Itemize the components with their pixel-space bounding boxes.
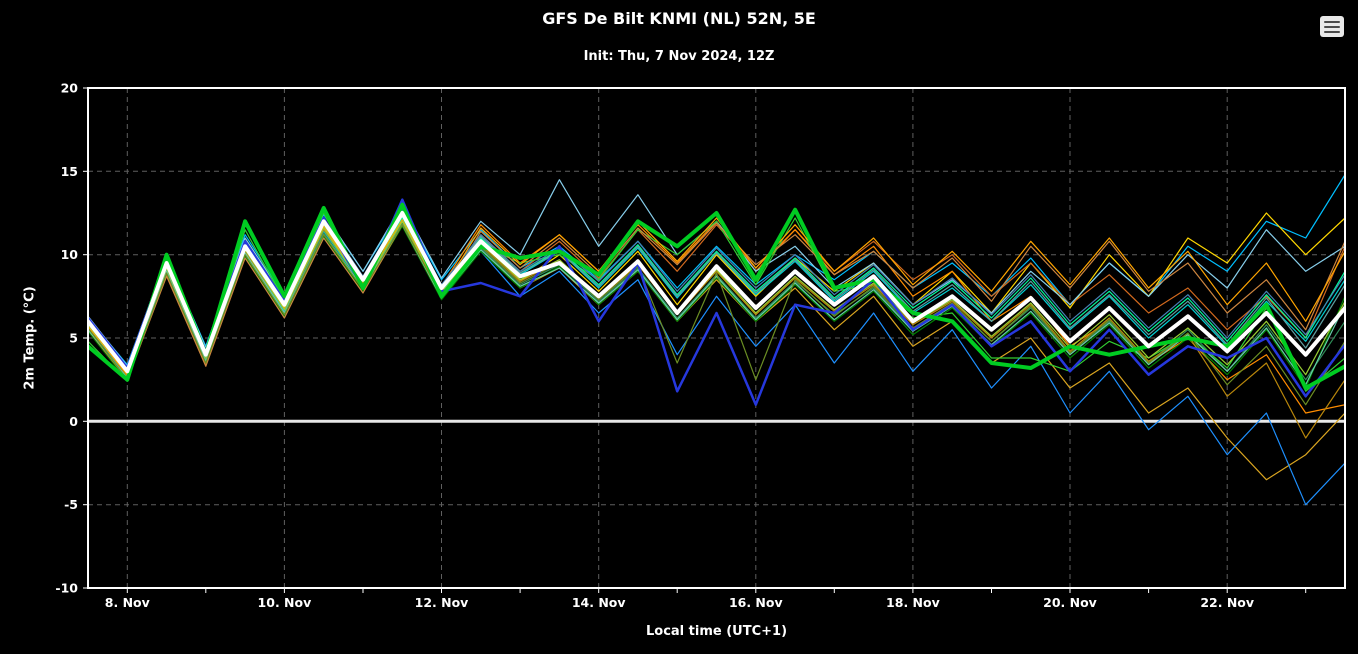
page-title: GFS De Bilt KNMI (NL) 52N, 5E bbox=[542, 9, 816, 28]
plot-grid bbox=[88, 88, 1345, 588]
series-ens-05 bbox=[88, 215, 1345, 481]
hamburger-icon bbox=[1324, 25, 1340, 28]
hamburger-icon bbox=[1324, 20, 1340, 23]
series-ens-06 bbox=[88, 214, 1345, 506]
svg-text:10. Nov: 10. Nov bbox=[258, 595, 312, 610]
svg-text:18. Nov: 18. Nov bbox=[886, 595, 940, 610]
ensemble-series-lines bbox=[88, 174, 1345, 506]
series-ens-13 bbox=[88, 222, 1345, 381]
chart-menu-button[interactable] bbox=[1320, 16, 1344, 37]
svg-text:-5: -5 bbox=[64, 497, 78, 512]
svg-text:22. Nov: 22. Nov bbox=[1200, 595, 1254, 610]
svg-text:-10: -10 bbox=[55, 581, 78, 596]
series-ens-20 bbox=[88, 220, 1345, 376]
series-control bbox=[88, 202, 1345, 390]
svg-text:10: 10 bbox=[61, 247, 79, 262]
y-axis-title: 2m Temp. (°C) bbox=[22, 286, 38, 390]
svg-text:12. Nov: 12. Nov bbox=[415, 595, 469, 610]
svg-text:20. Nov: 20. Nov bbox=[1043, 595, 1097, 610]
svg-text:5: 5 bbox=[69, 331, 78, 346]
axis-ticks bbox=[83, 87, 1307, 593]
svg-text:8. Nov: 8. Nov bbox=[105, 595, 150, 610]
svg-text:20: 20 bbox=[61, 81, 79, 96]
series-ensemble-mean bbox=[88, 211, 1345, 374]
svg-text:15: 15 bbox=[61, 164, 78, 179]
svg-text:14. Nov: 14. Nov bbox=[572, 595, 626, 610]
svg-text:16. Nov: 16. Nov bbox=[729, 595, 783, 610]
svg-text:0: 0 bbox=[69, 414, 78, 429]
chart-subtitle: Init: Thu, 7 Nov 2024, 12Z bbox=[583, 49, 775, 64]
x-axis-title: Local time (UTC+1) bbox=[645, 624, 788, 639]
series-ens-11 bbox=[88, 225, 1345, 389]
hamburger-icon bbox=[1324, 30, 1340, 33]
axis-tick-labels: 8. Nov 10. Nov 12. Nov 14. Nov 16. Nov 18. No… bbox=[55, 81, 1254, 611]
